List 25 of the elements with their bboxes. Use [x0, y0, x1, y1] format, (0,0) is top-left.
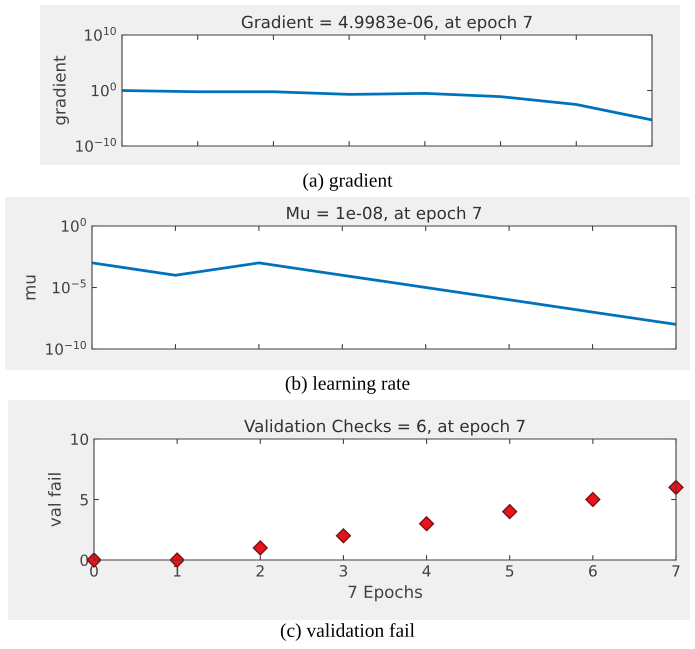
text: (b) learning rate	[286, 376, 410, 394]
y-tick-label: 10	[71, 433, 88, 446]
y-tick-label: 10$^{0}$	[92, 82, 116, 96]
x-tick-label: 4	[422, 565, 431, 576]
y-axis-title: val fail	[48, 473, 61, 527]
chart-title: Mu = 1e-08, at epoch 7	[287, 206, 482, 223]
chart-title: Validation Checks = 6, at epoch 7	[244, 419, 525, 436]
x-axis-title: 7 Epochs	[348, 585, 422, 602]
text: (a) gradient	[303, 173, 392, 191]
x-tick-label: 7	[672, 565, 680, 576]
y-tick-label: 10$^{−10}$	[46, 340, 86, 355]
y-tick-label: 5	[80, 494, 88, 506]
x-tick-label: 5	[506, 565, 514, 577]
text: (c) validation fail	[280, 623, 415, 641]
y-tick-label: 10$^{0}$	[62, 218, 86, 232]
y-tick-label: 0	[80, 554, 88, 566]
chart-title: Gradient = 4.9983e-06, at epoch 7	[242, 15, 532, 32]
y-axis-title: gradient	[52, 56, 69, 125]
x-tick-label: 6	[589, 565, 597, 577]
y-tick-label: 10$^{10}$	[85, 26, 116, 41]
x-tick-label: 3	[340, 565, 348, 577]
y-tick-label: 10$^{−10}$	[76, 138, 116, 152]
x-tick-label: 2	[256, 565, 264, 576]
y-axis-title: mu	[26, 276, 36, 300]
y-tick-label: 10$^{−5}$	[52, 280, 86, 294]
